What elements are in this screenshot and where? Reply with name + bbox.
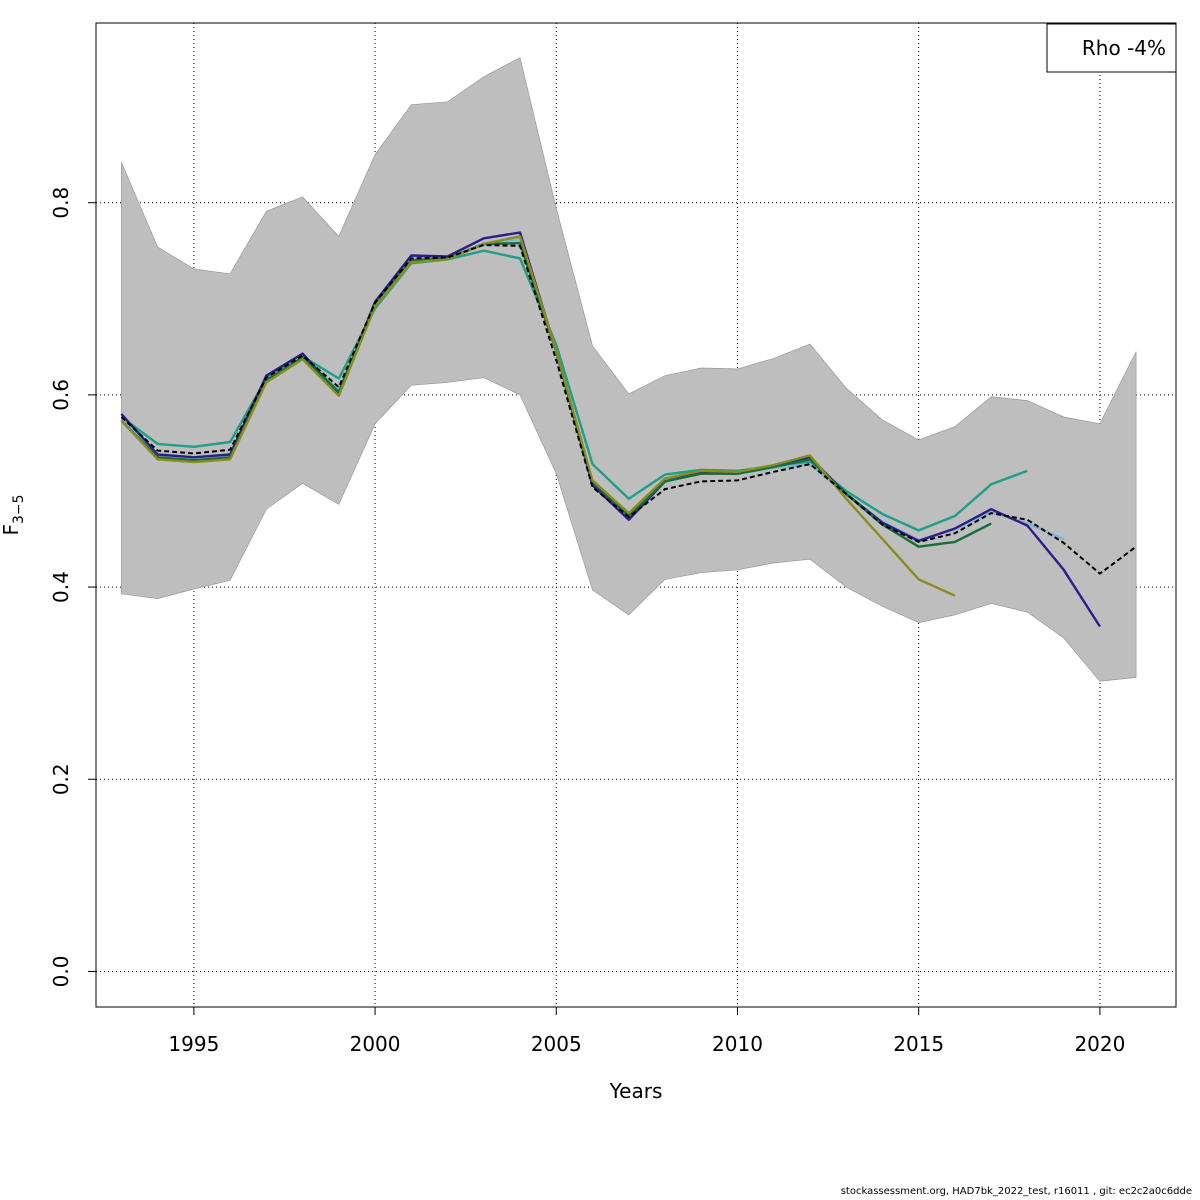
series-line-3	[120, 231, 1101, 628]
y-axis-title-subscript: 3−5	[11, 494, 27, 524]
x-tick-label: 2015	[893, 1032, 944, 1056]
series-line-5	[120, 235, 956, 597]
x-axis: 1995 2000 2005 2010 2015 2020	[168, 1007, 1125, 1056]
series-lines	[120, 231, 1137, 628]
x-tick-label: 2000	[350, 1032, 401, 1056]
legend: Rho -4%	[1046, 23, 1177, 73]
y-axis-title-main: F	[0, 524, 23, 536]
y-tick-label: 0.0	[49, 956, 73, 988]
y-tick-label: 0.2	[49, 763, 73, 795]
y-axis-title: F3−5	[0, 494, 27, 535]
y-tick-label: 0.4	[49, 571, 73, 603]
x-tick-label: 2005	[531, 1032, 582, 1056]
x-tick-label: 1995	[168, 1032, 219, 1056]
y-axis: 0.0 0.2 0.4 0.6 0.8	[49, 187, 96, 988]
legend-box	[1046, 23, 1177, 73]
y-tick-label: 0.6	[49, 379, 73, 411]
confidence-band	[121, 57, 1137, 682]
x-axis-title: Years	[609, 1079, 663, 1103]
series-line-6	[120, 244, 1137, 575]
confidence-band-area	[121, 57, 1137, 682]
x-tick-label: 2010	[712, 1032, 763, 1056]
footer-text: stockassessment.org, HAD7bk_2022_test, r…	[840, 1186, 1192, 1197]
y-tick-label: 0.8	[49, 187, 73, 219]
x-tick-label: 2020	[1074, 1032, 1125, 1056]
legend-text: Rho -4%	[1082, 36, 1166, 60]
plot-frame	[95, 22, 1177, 1008]
